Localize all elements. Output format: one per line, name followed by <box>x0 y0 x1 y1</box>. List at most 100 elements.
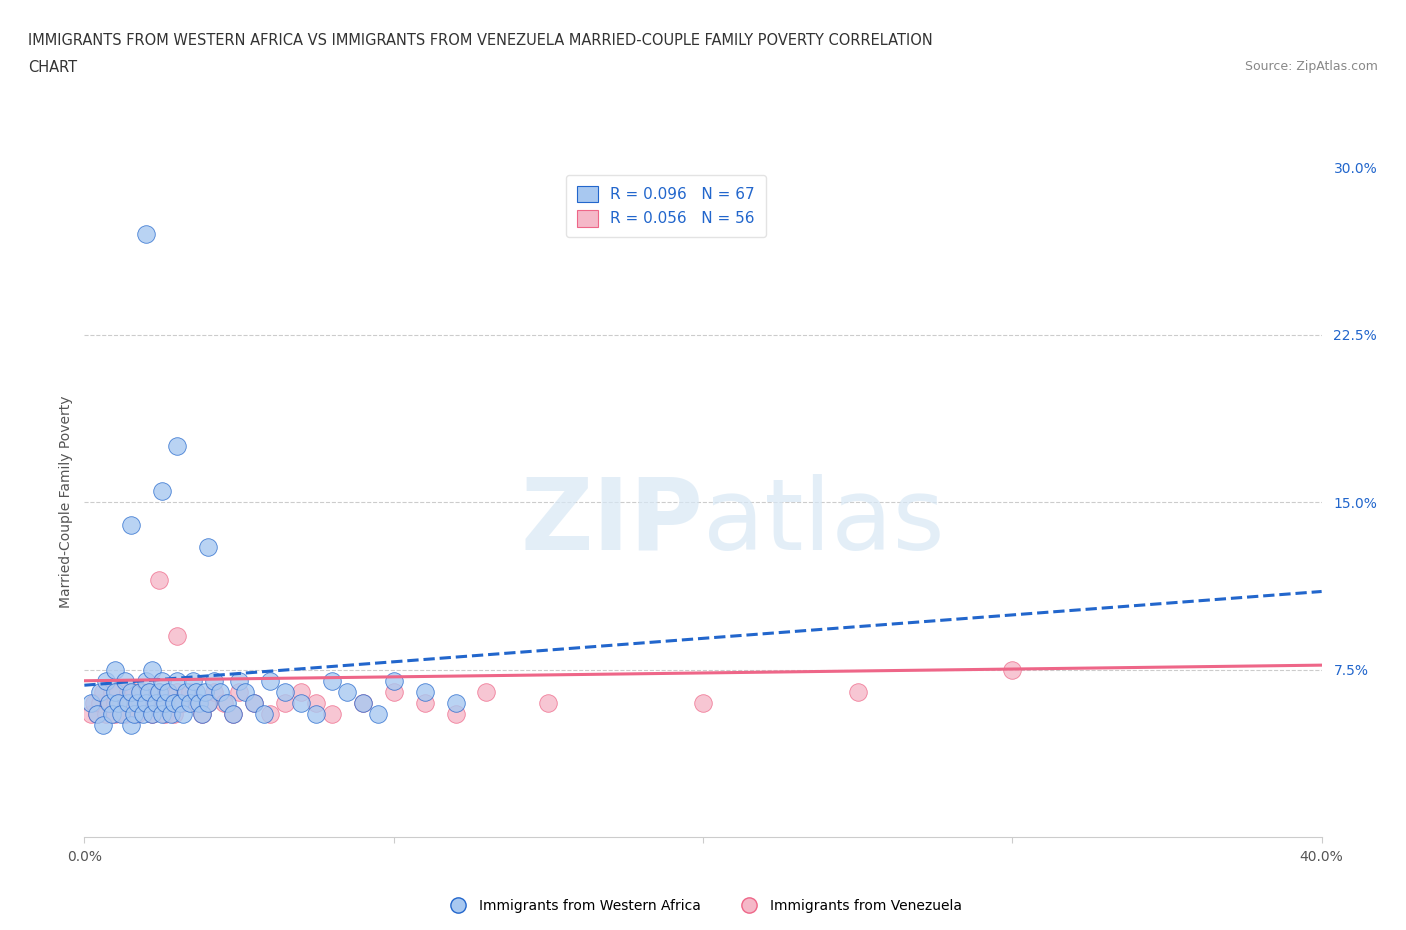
Point <box>197 696 219 711</box>
Point <box>135 673 157 688</box>
Y-axis label: Married-Couple Family Poverty: Married-Couple Family Poverty <box>59 396 73 608</box>
Point <box>444 696 467 711</box>
Point <box>120 684 142 699</box>
Point <box>166 684 188 699</box>
Point <box>83 696 105 711</box>
Point <box>259 707 281 722</box>
Text: IMMIGRANTS FROM WESTERN AFRICA VS IMMIGRANTS FROM VENEZUELA MARRIED-COUPLE FAMIL: IMMIGRANTS FROM WESTERN AFRICA VS IMMIGR… <box>28 33 932 47</box>
Point <box>181 673 204 688</box>
Point <box>107 684 129 699</box>
Point <box>114 673 136 688</box>
Point <box>169 696 191 711</box>
Point <box>79 707 101 722</box>
Point <box>336 684 359 699</box>
Point <box>94 673 117 688</box>
Point <box>101 684 124 699</box>
Point <box>191 707 214 722</box>
Point <box>132 707 155 722</box>
Point <box>184 696 207 711</box>
Point <box>352 696 374 711</box>
Point <box>444 707 467 722</box>
Point <box>129 696 152 711</box>
Text: ZIP: ZIP <box>520 473 703 571</box>
Point <box>197 696 219 711</box>
Point <box>212 696 235 711</box>
Point <box>215 696 238 711</box>
Point <box>305 696 328 711</box>
Point <box>537 696 560 711</box>
Point <box>475 684 498 699</box>
Point <box>166 439 188 454</box>
Point <box>98 696 121 711</box>
Point <box>114 707 136 722</box>
Point <box>179 696 201 711</box>
Point <box>259 673 281 688</box>
Point <box>135 696 157 711</box>
Point <box>104 707 127 722</box>
Legend: R = 0.096   N = 67, R = 0.056   N = 56: R = 0.096 N = 67, R = 0.056 N = 56 <box>567 175 766 237</box>
Point <box>160 707 183 722</box>
Point <box>122 707 145 722</box>
Legend: Immigrants from Western Africa, Immigrants from Venezuela: Immigrants from Western Africa, Immigran… <box>439 894 967 919</box>
Point <box>352 696 374 711</box>
Point <box>163 696 186 711</box>
Point <box>172 696 194 711</box>
Point <box>153 707 176 722</box>
Point <box>222 707 245 722</box>
Point <box>176 684 198 699</box>
Point <box>145 696 167 711</box>
Point <box>413 684 436 699</box>
Point <box>141 707 163 722</box>
Point <box>107 696 129 711</box>
Point <box>148 684 170 699</box>
Point <box>91 684 114 699</box>
Point <box>117 684 139 699</box>
Point <box>150 673 173 688</box>
Point <box>148 684 170 699</box>
Point <box>132 684 155 699</box>
Point <box>692 696 714 711</box>
Point <box>104 684 127 699</box>
Point <box>179 684 201 699</box>
Point <box>163 707 186 722</box>
Point <box>160 696 183 711</box>
Point <box>367 707 389 722</box>
Point <box>145 696 167 711</box>
Point <box>150 707 173 722</box>
Point <box>321 673 343 688</box>
Point <box>120 517 142 532</box>
Point <box>1001 662 1024 677</box>
Point <box>305 707 328 722</box>
Point <box>86 707 108 722</box>
Point <box>94 707 117 722</box>
Point <box>117 696 139 711</box>
Point <box>101 707 124 722</box>
Point <box>228 673 250 688</box>
Point <box>194 684 217 699</box>
Point <box>98 696 121 711</box>
Point <box>253 707 276 722</box>
Point <box>321 707 343 722</box>
Point <box>110 696 132 711</box>
Point <box>148 573 170 588</box>
Point <box>166 629 188 644</box>
Point <box>141 662 163 677</box>
Point <box>104 696 127 711</box>
Point <box>122 684 145 699</box>
Point <box>274 684 297 699</box>
Point <box>172 707 194 722</box>
Point <box>125 696 148 711</box>
Point <box>290 684 312 699</box>
Point <box>197 539 219 554</box>
Point <box>846 684 869 699</box>
Point <box>89 696 111 711</box>
Point <box>153 696 176 711</box>
Point <box>382 673 405 688</box>
Point <box>135 227 157 242</box>
Point <box>382 684 405 699</box>
Point <box>150 484 173 498</box>
Point <box>413 696 436 711</box>
Point <box>150 696 173 711</box>
Point <box>135 696 157 711</box>
Text: Source: ZipAtlas.com: Source: ZipAtlas.com <box>1244 60 1378 73</box>
